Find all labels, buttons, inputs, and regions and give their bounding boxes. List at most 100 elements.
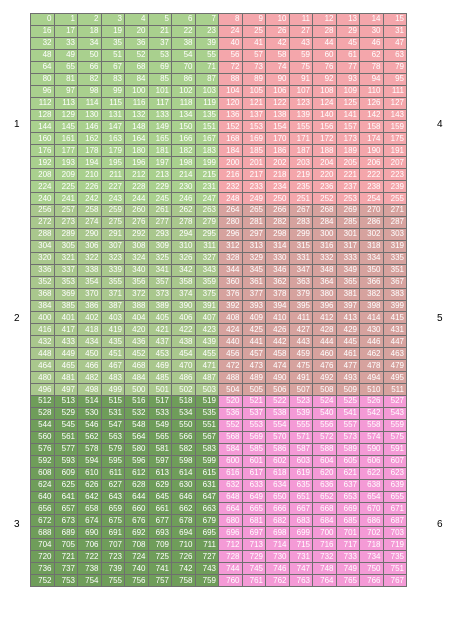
grid-cell: 695: [194, 526, 219, 540]
grid-cell: 55: [194, 48, 219, 62]
grid-cell: 761: [241, 574, 266, 587]
grid-cell: 398: [359, 299, 384, 313]
grid-row: 560 561 562 563 564 565 566 567 568 569 570 571 572 5…: [30, 430, 407, 444]
grid-cell: 107: [288, 84, 313, 98]
grid-cell: 201: [241, 156, 266, 170]
grid-cell: 12: [312, 13, 337, 26]
grid-cell: 411: [288, 311, 313, 325]
grid-cell: 516: [124, 395, 149, 408]
grid-cell: 544: [30, 418, 55, 432]
grid-cell: 609: [53, 466, 78, 480]
grid-cell: 209: [53, 168, 78, 182]
grid-cell: 104: [218, 84, 243, 98]
grid-cell: 536: [218, 406, 243, 420]
grid-cell: 73: [241, 60, 266, 74]
grid-cell: 719: [382, 538, 407, 552]
grid-cell: 161: [53, 132, 78, 146]
grid-row: 160 161 162 163 164 165 166 167 168 169 170 171 172 1…: [30, 132, 407, 146]
grid-cell: 183: [194, 144, 219, 158]
grid-cell: 49: [53, 48, 78, 62]
grid-cell: 655: [382, 490, 407, 504]
grid-cell: 242: [77, 192, 102, 205]
grid-cell: 649: [241, 490, 266, 504]
grid-cell: 388: [124, 299, 149, 313]
grid-cell: 187: [288, 144, 313, 158]
grid-cell: 523: [288, 395, 313, 408]
grid-cell: 8: [218, 13, 243, 26]
grid-cell: 562: [77, 430, 102, 444]
grid-cell: 400: [30, 311, 55, 325]
grid-cell: 229: [147, 180, 172, 194]
grid-cell: 243: [100, 192, 125, 205]
grid-cell: 245: [147, 192, 172, 205]
grid-cell: 601: [241, 454, 266, 468]
block-label-6: 6: [437, 519, 443, 530]
grid-cell: 18: [77, 24, 102, 38]
grid-cell: 266: [265, 204, 290, 217]
grid-cell: 342: [171, 263, 196, 277]
grid-cell: 70: [171, 60, 196, 74]
grid-cell: 549: [147, 418, 172, 432]
grid-cell: 127: [382, 96, 407, 110]
grid-cell: 7: [194, 13, 219, 26]
grid-cell: 108: [312, 84, 337, 98]
grid-cell: 517: [147, 395, 172, 408]
grid-cell: 573: [335, 430, 360, 444]
grid-cell: 580: [124, 442, 149, 456]
grid-cell: 673: [53, 514, 78, 528]
grid-cell: 211: [100, 168, 125, 182]
grid-cell: 701: [335, 526, 360, 540]
grid-cell: 496: [30, 383, 55, 396]
grid-cell: 699: [288, 526, 313, 540]
grid-cell: 658: [77, 502, 102, 516]
grid-cell: 740: [124, 562, 149, 576]
grid-cell: 448: [30, 347, 55, 361]
grid-cell: 671: [382, 502, 407, 516]
grid-cell: 282: [265, 215, 290, 229]
grid-cell: 749: [335, 562, 360, 576]
grid-cell: 608: [30, 466, 55, 480]
grid-cell: 322: [77, 251, 102, 265]
grid-cell: 754: [77, 574, 102, 587]
grid-cell: 404: [124, 311, 149, 325]
grid-row: 752 753 754 755 756 757 758 759 760 761 762 763 764 7…: [30, 574, 407, 587]
grid-row: 624 625 626 627 628 629 630 631 632 633 634 635 636 6…: [30, 478, 407, 492]
grid-cell: 48: [30, 48, 55, 62]
grid-cell: 13: [335, 13, 360, 26]
grid-cell: 592: [30, 454, 55, 468]
grid-cell: 639: [382, 478, 407, 492]
grid-cell: 584: [218, 442, 243, 456]
grid-cell: 346: [265, 263, 290, 277]
grid-cell: 273: [53, 215, 78, 229]
grid-cell: 703: [382, 526, 407, 540]
grid-cell: 669: [335, 502, 360, 516]
grid-cell: 338: [77, 263, 102, 277]
grid-cell: 540: [312, 406, 337, 420]
grid-cell: 679: [194, 514, 219, 528]
grid-cell: 332: [312, 251, 337, 265]
grid-cell: 121: [241, 96, 266, 110]
grid-cell: 341: [147, 263, 172, 277]
grid-cell: 737: [53, 562, 78, 576]
grid-cell: 29: [335, 24, 360, 38]
grid-cell: 355: [100, 275, 125, 289]
grid-cell: 660: [124, 502, 149, 516]
grid-cell: 600: [218, 454, 243, 468]
grid-cell: 461: [335, 347, 360, 361]
grid-row: 288 289 290 291 292 293 294 295 296 297 298 299 300 3…: [30, 227, 407, 241]
grid-cell: 594: [77, 454, 102, 468]
grid-cell: 591: [382, 442, 407, 456]
grid-cell: 687: [382, 514, 407, 528]
grid-cell: 210: [77, 168, 102, 182]
grid-row: 64 65 66 67 68 69 70 71 72 73 74 75 76 77 78 79: [30, 60, 407, 74]
grid-cell: 593: [53, 454, 78, 468]
grid-cell: 47: [382, 36, 407, 50]
grid-cell: 46: [359, 36, 384, 50]
grid-cell: 694: [171, 526, 196, 540]
grid-row: 352 353 354 355 356 357 358 359 360 361 362 363 364 3…: [30, 275, 407, 289]
grid-cell: 74: [265, 60, 290, 74]
grid-cell: 120: [218, 96, 243, 110]
grid-row: 480 481 482 483 484 485 486 487 488 489 490 491 492 4…: [30, 371, 407, 385]
grid-row: 416 417 418 419 420 421 422 423 424 425 426 427 428 4…: [30, 323, 407, 337]
grid-cell: 498: [77, 383, 102, 396]
